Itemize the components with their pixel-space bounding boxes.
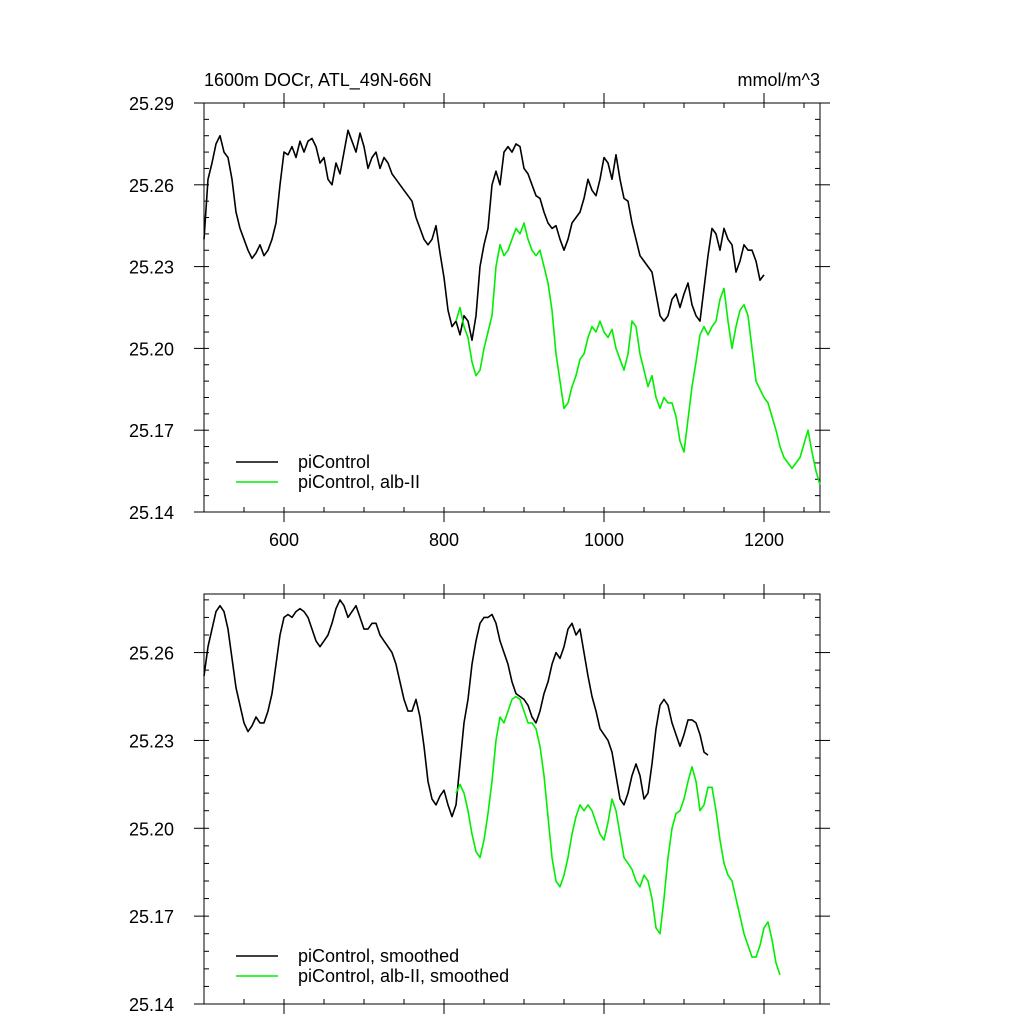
top-legend-label: piControl, alb-II [298,472,420,492]
top-x-tick-label: 1000 [584,530,624,550]
bottom-y-tick-label: 25.23 [129,731,174,751]
top-chart-title: 1600m DOCr, ATL_49N-66N [204,70,432,91]
bottom-y-tick-label: 25.26 [129,644,174,664]
top-panel: 1600m DOCr, ATL_49N-66N mmol/m^3 600 800 1… [129,70,830,550]
bottom-legend-label: piControl, alb-II, smoothed [298,966,509,986]
top-y-tick-label: 25.17 [129,421,174,441]
top-y-tick-label: 25.23 [129,258,174,278]
top-plot-frame [203,102,821,513]
bottom-plot: 25.14 25.17 25.20 25.23 25.26 piControl, smoo… [129,584,830,1015]
bottom-y-tick-label: 25.20 [129,819,174,839]
top-series-line-alb-ii [455,222,821,485]
top-y-tick-label: 25.29 [129,94,174,114]
top-x-tick-label: 1200 [744,530,784,550]
bottom-panel: 25.14 25.17 25.20 25.23 25.26 piControl, smoo… [129,584,830,1015]
top-series-line-picontrol [203,129,765,341]
bottom-y-tick-label: 25.14 [129,995,174,1015]
top-y-tick-label: 25.26 [129,176,174,196]
top-legend-label: piControl [298,452,370,472]
top-x-tick-label: 600 [269,530,299,550]
top-chart-units: mmol/m^3 [738,70,820,90]
bottom-series-line-alb-ii [455,695,781,975]
bottom-y-tick-label: 25.17 [129,907,174,927]
bottom-legend-label: piControl, smoothed [298,946,459,966]
top-plot: 600 800 1000 1200 25.14 25.17 25.20 25.23 25.26 2… [129,93,830,550]
top-y-tick-label: 25.20 [129,339,174,359]
bottom-plot-frame [203,593,821,1005]
top-y-tick-label: 25.14 [129,503,174,523]
bottom-series-line-picontrol [203,599,709,818]
top-x-tick-label: 800 [429,530,459,550]
